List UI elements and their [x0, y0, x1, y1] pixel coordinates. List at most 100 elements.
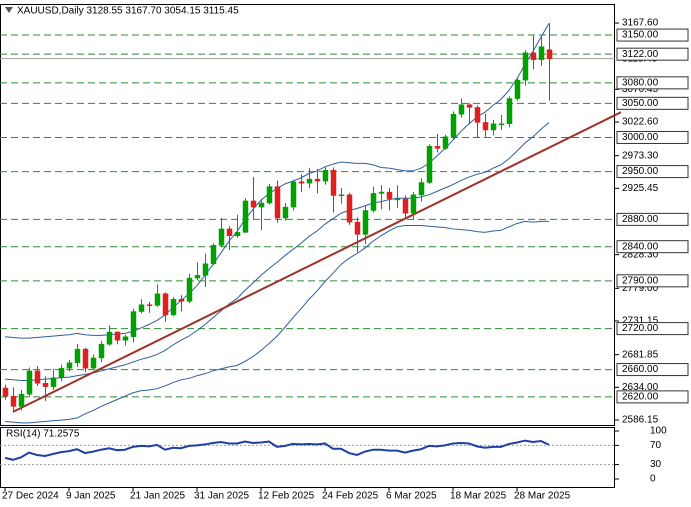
candle-body — [298, 181, 305, 184]
level-label: 3122.00 — [622, 49, 659, 60]
level-label: 3000.00 — [622, 132, 659, 143]
rsi-pane-frame — [0, 427, 615, 488]
x-tick-label: 24 Feb 2025 — [322, 491, 379, 502]
candle-body — [410, 194, 417, 214]
candle-body — [458, 104, 465, 115]
x-tick-label: 31 Jan 2025 — [194, 491, 249, 502]
candle-body — [346, 194, 353, 223]
candle-body — [330, 169, 337, 196]
candle-body — [122, 336, 129, 341]
symbol-icon — [5, 7, 13, 13]
candle-body — [50, 377, 57, 387]
level-label-box — [616, 240, 689, 254]
level-label: 3080.00 — [622, 77, 659, 88]
candle-body — [450, 114, 457, 138]
level-label: 2840.00 — [622, 241, 659, 252]
rsi-tick-label: 0 — [650, 474, 656, 485]
level-label-box — [616, 96, 689, 110]
candle-body — [138, 304, 145, 312]
candle-body — [378, 191, 385, 194]
level-label: 2720.00 — [622, 323, 659, 334]
rsi-tick-label: 70 — [650, 440, 662, 451]
candle-body — [506, 98, 513, 125]
x-tick-label: 28 Mar 2025 — [514, 491, 571, 502]
candle-body — [250, 200, 257, 208]
candle-body — [306, 178, 313, 184]
candle-body — [274, 186, 281, 219]
candle-body — [130, 311, 137, 338]
candle-body — [338, 194, 345, 197]
chart-title: XAUUSD,Daily 3128.55 3167.70 3054.15 311… — [17, 6, 239, 17]
candle-body — [178, 299, 185, 302]
rsi-tick-label: 100 — [650, 426, 667, 437]
level-label-box — [616, 47, 689, 61]
level-label: 2660.00 — [622, 364, 659, 375]
candle-body — [442, 136, 449, 149]
candle-body — [26, 370, 33, 395]
rsi-tick-label: 30 — [650, 459, 662, 470]
candle-body — [2, 387, 9, 397]
level-label-box — [616, 130, 689, 144]
candle-body — [474, 107, 481, 123]
candle-body — [114, 331, 121, 341]
level-label-box — [616, 274, 689, 288]
candle-body — [498, 123, 505, 126]
level-label-box — [616, 28, 689, 42]
candle-body — [426, 146, 433, 183]
rsi-line — [4, 439, 550, 461]
candle-body — [418, 182, 425, 196]
candle-body — [34, 370, 41, 384]
candle-body — [282, 206, 289, 219]
candle-body — [370, 193, 377, 211]
candle-body — [42, 382, 49, 387]
x-tick-label: 21 Jan 2025 — [130, 491, 185, 502]
trendline — [12, 111, 622, 413]
rsi-title: RSI(14) 71.2575 — [6, 429, 80, 440]
candle-body — [434, 146, 441, 149]
candle-body — [210, 245, 217, 265]
y-tick-label: 2681.85 — [622, 349, 659, 360]
candle-body — [58, 367, 65, 379]
y-tick-label: 2828.30 — [622, 249, 659, 260]
x-tick-label: 18 Mar 2025 — [450, 491, 507, 502]
level-label: 3150.00 — [622, 30, 659, 41]
level-label-box — [616, 322, 689, 336]
candle-body — [170, 299, 177, 316]
x-tick-label: 9 Jan 2025 — [66, 491, 116, 502]
band-line — [4, 122, 550, 381]
y-tick-label: 2925.45 — [622, 183, 659, 194]
candle-body — [218, 228, 225, 246]
candle-body — [82, 348, 89, 369]
candle-body — [90, 357, 97, 369]
candle-body — [74, 348, 81, 363]
x-tick-label: 6 Mar 2025 — [386, 491, 437, 502]
candle-body — [530, 52, 537, 60]
candle-body — [354, 221, 361, 235]
candle-body — [194, 275, 201, 279]
candle-body — [402, 198, 409, 214]
candle-body — [242, 200, 249, 233]
level-label-box — [616, 390, 689, 404]
candle-body — [466, 104, 473, 108]
x-tick-label: 27 Dec 2024 — [2, 491, 59, 502]
level-label: 2790.00 — [622, 275, 659, 286]
candle-body — [146, 304, 153, 306]
y-tick-label: 3022.60 — [622, 117, 659, 128]
level-label-box — [616, 76, 689, 90]
candle-body — [538, 46, 545, 60]
candle-body — [162, 293, 169, 316]
x-tick-label: 12 Feb 2025 — [258, 491, 315, 502]
candle-body — [226, 228, 233, 237]
level-label: 2950.00 — [622, 166, 659, 177]
candle-body — [514, 79, 521, 99]
candle-body — [66, 362, 73, 369]
candle-body — [154, 293, 161, 306]
candle-body — [394, 198, 401, 201]
candle-body — [386, 191, 393, 200]
y-tick-label: 2779.00 — [622, 283, 659, 294]
candle-body — [522, 52, 529, 81]
candle-body — [234, 232, 241, 237]
main-pane-frame — [0, 4, 615, 426]
